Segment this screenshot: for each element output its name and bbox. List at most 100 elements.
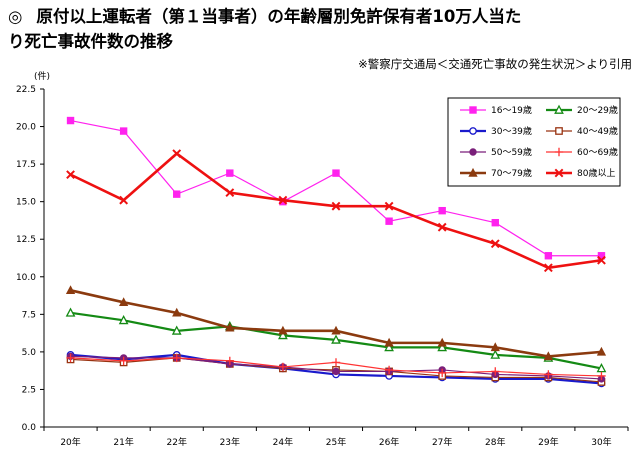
title-line-1: 原付以上運転者（第１当事者）の年齢層別免許保有者10万人当た (36, 7, 522, 26)
data-point (384, 365, 394, 375)
y-tick-label: 10.0 (16, 273, 36, 283)
x-tick-label: 24年 (273, 436, 293, 448)
x-tick-label: 25年 (326, 436, 346, 448)
x-tick-label: 26年 (379, 436, 399, 448)
data-point (490, 349, 501, 359)
x-tick-label: 27年 (432, 436, 452, 448)
data-point (491, 367, 500, 376)
legend-marker (469, 106, 477, 114)
legend: 16～19歳 20～29歳 30～39歳 40～49歳 50～59歳 60～69歳 70～7… (447, 97, 621, 187)
data-point (226, 169, 234, 177)
y-tick-label: 7.5 (22, 310, 36, 320)
title-line-2: り死亡事故件数の推移 (8, 32, 173, 51)
data-point (278, 325, 288, 335)
data-point (596, 346, 607, 356)
legend-label: 30～39歳 (491, 125, 532, 137)
series-1 (66, 116, 606, 260)
data-point (437, 337, 447, 347)
data-point (119, 127, 128, 135)
y-tick-label: 17.5 (16, 160, 36, 170)
legend-marker (469, 127, 477, 135)
data-point (118, 314, 129, 325)
data-point (491, 218, 499, 227)
data-point (543, 263, 553, 273)
data-point (225, 322, 235, 332)
legend-label: 60～69歳 (577, 146, 618, 158)
data-point (119, 195, 129, 205)
chart-title: ◎ 原付以上運転者（第１当事者）の年齢層別免許保有者10万人当た り死亡事故件数の… (8, 4, 638, 54)
data-point (65, 307, 76, 317)
legend-label: 20～29歳 (577, 104, 618, 116)
legend-label: 80歳以上 (577, 167, 615, 179)
data-point (438, 206, 446, 215)
data-point (331, 358, 341, 367)
data-point (278, 329, 288, 340)
data-point (119, 356, 128, 366)
data-point (596, 363, 607, 373)
data-point (66, 170, 75, 180)
x-tick-label: 20年 (60, 436, 80, 448)
data-point (331, 201, 341, 211)
y-tick-label: 22.5 (16, 85, 36, 95)
legend-label: 70～79歳 (491, 167, 532, 179)
data-point (332, 169, 340, 177)
data-point (225, 356, 235, 366)
data-point (490, 342, 500, 352)
legend-marker (555, 127, 563, 135)
legend-label: 50～59歳 (491, 146, 532, 158)
data-point (278, 362, 288, 372)
data-point (437, 341, 448, 352)
data-point (173, 190, 181, 198)
x-tick-label: 21年 (113, 436, 133, 448)
legend-marker (554, 147, 564, 157)
series-line (70, 289, 602, 358)
data-point (597, 371, 606, 381)
x-tick-label: 22年 (167, 436, 187, 448)
data-point (278, 195, 288, 205)
data-point (225, 188, 235, 198)
data-point (331, 325, 341, 335)
y-unit-label: (件) (34, 70, 50, 82)
data-point (332, 367, 340, 376)
legend-label: 40～49歳 (577, 125, 618, 137)
y-tick-label: 20.0 (16, 123, 36, 133)
data-point (66, 353, 75, 363)
legend-marker (469, 148, 477, 156)
y-tick-label: 12.5 (16, 235, 36, 245)
data-point (384, 337, 394, 347)
source-note: ※警察庁交通局＜交通死亡事故の発生状況＞より引用 (358, 57, 632, 71)
data-point (65, 285, 76, 294)
x-tick-label: 23年 (220, 436, 240, 448)
data-point (544, 252, 553, 260)
x-tick-label: 30年 (591, 436, 611, 448)
data-point (172, 307, 182, 317)
data-point (331, 334, 341, 344)
data-point (172, 353, 181, 363)
data-point (597, 255, 606, 265)
title-mark: ◎ (8, 7, 23, 26)
data-point (490, 239, 500, 249)
legend-marker (468, 167, 478, 177)
data-point (171, 325, 182, 335)
legend-label: 16～19歳 (491, 104, 532, 116)
data-point (119, 297, 129, 307)
y-tick-label: 5.0 (22, 348, 37, 358)
data-point (384, 201, 394, 211)
data-point (172, 149, 182, 159)
y-tick-label: 0.0 (22, 423, 37, 433)
data-point (385, 217, 393, 225)
data-point (384, 341, 394, 352)
data-point (543, 351, 553, 361)
data-point (437, 222, 447, 232)
data-point (66, 116, 75, 125)
series-8 (66, 149, 606, 273)
x-tick-label: 29年 (538, 436, 558, 448)
x-tick-label: 28年 (485, 436, 505, 448)
y-tick-label: 15.0 (16, 198, 36, 208)
data-point (437, 368, 447, 378)
legend-marker (554, 104, 564, 114)
data-point (544, 370, 553, 379)
y-tick-label: 2.5 (22, 385, 36, 395)
series-6 (66, 353, 606, 381)
